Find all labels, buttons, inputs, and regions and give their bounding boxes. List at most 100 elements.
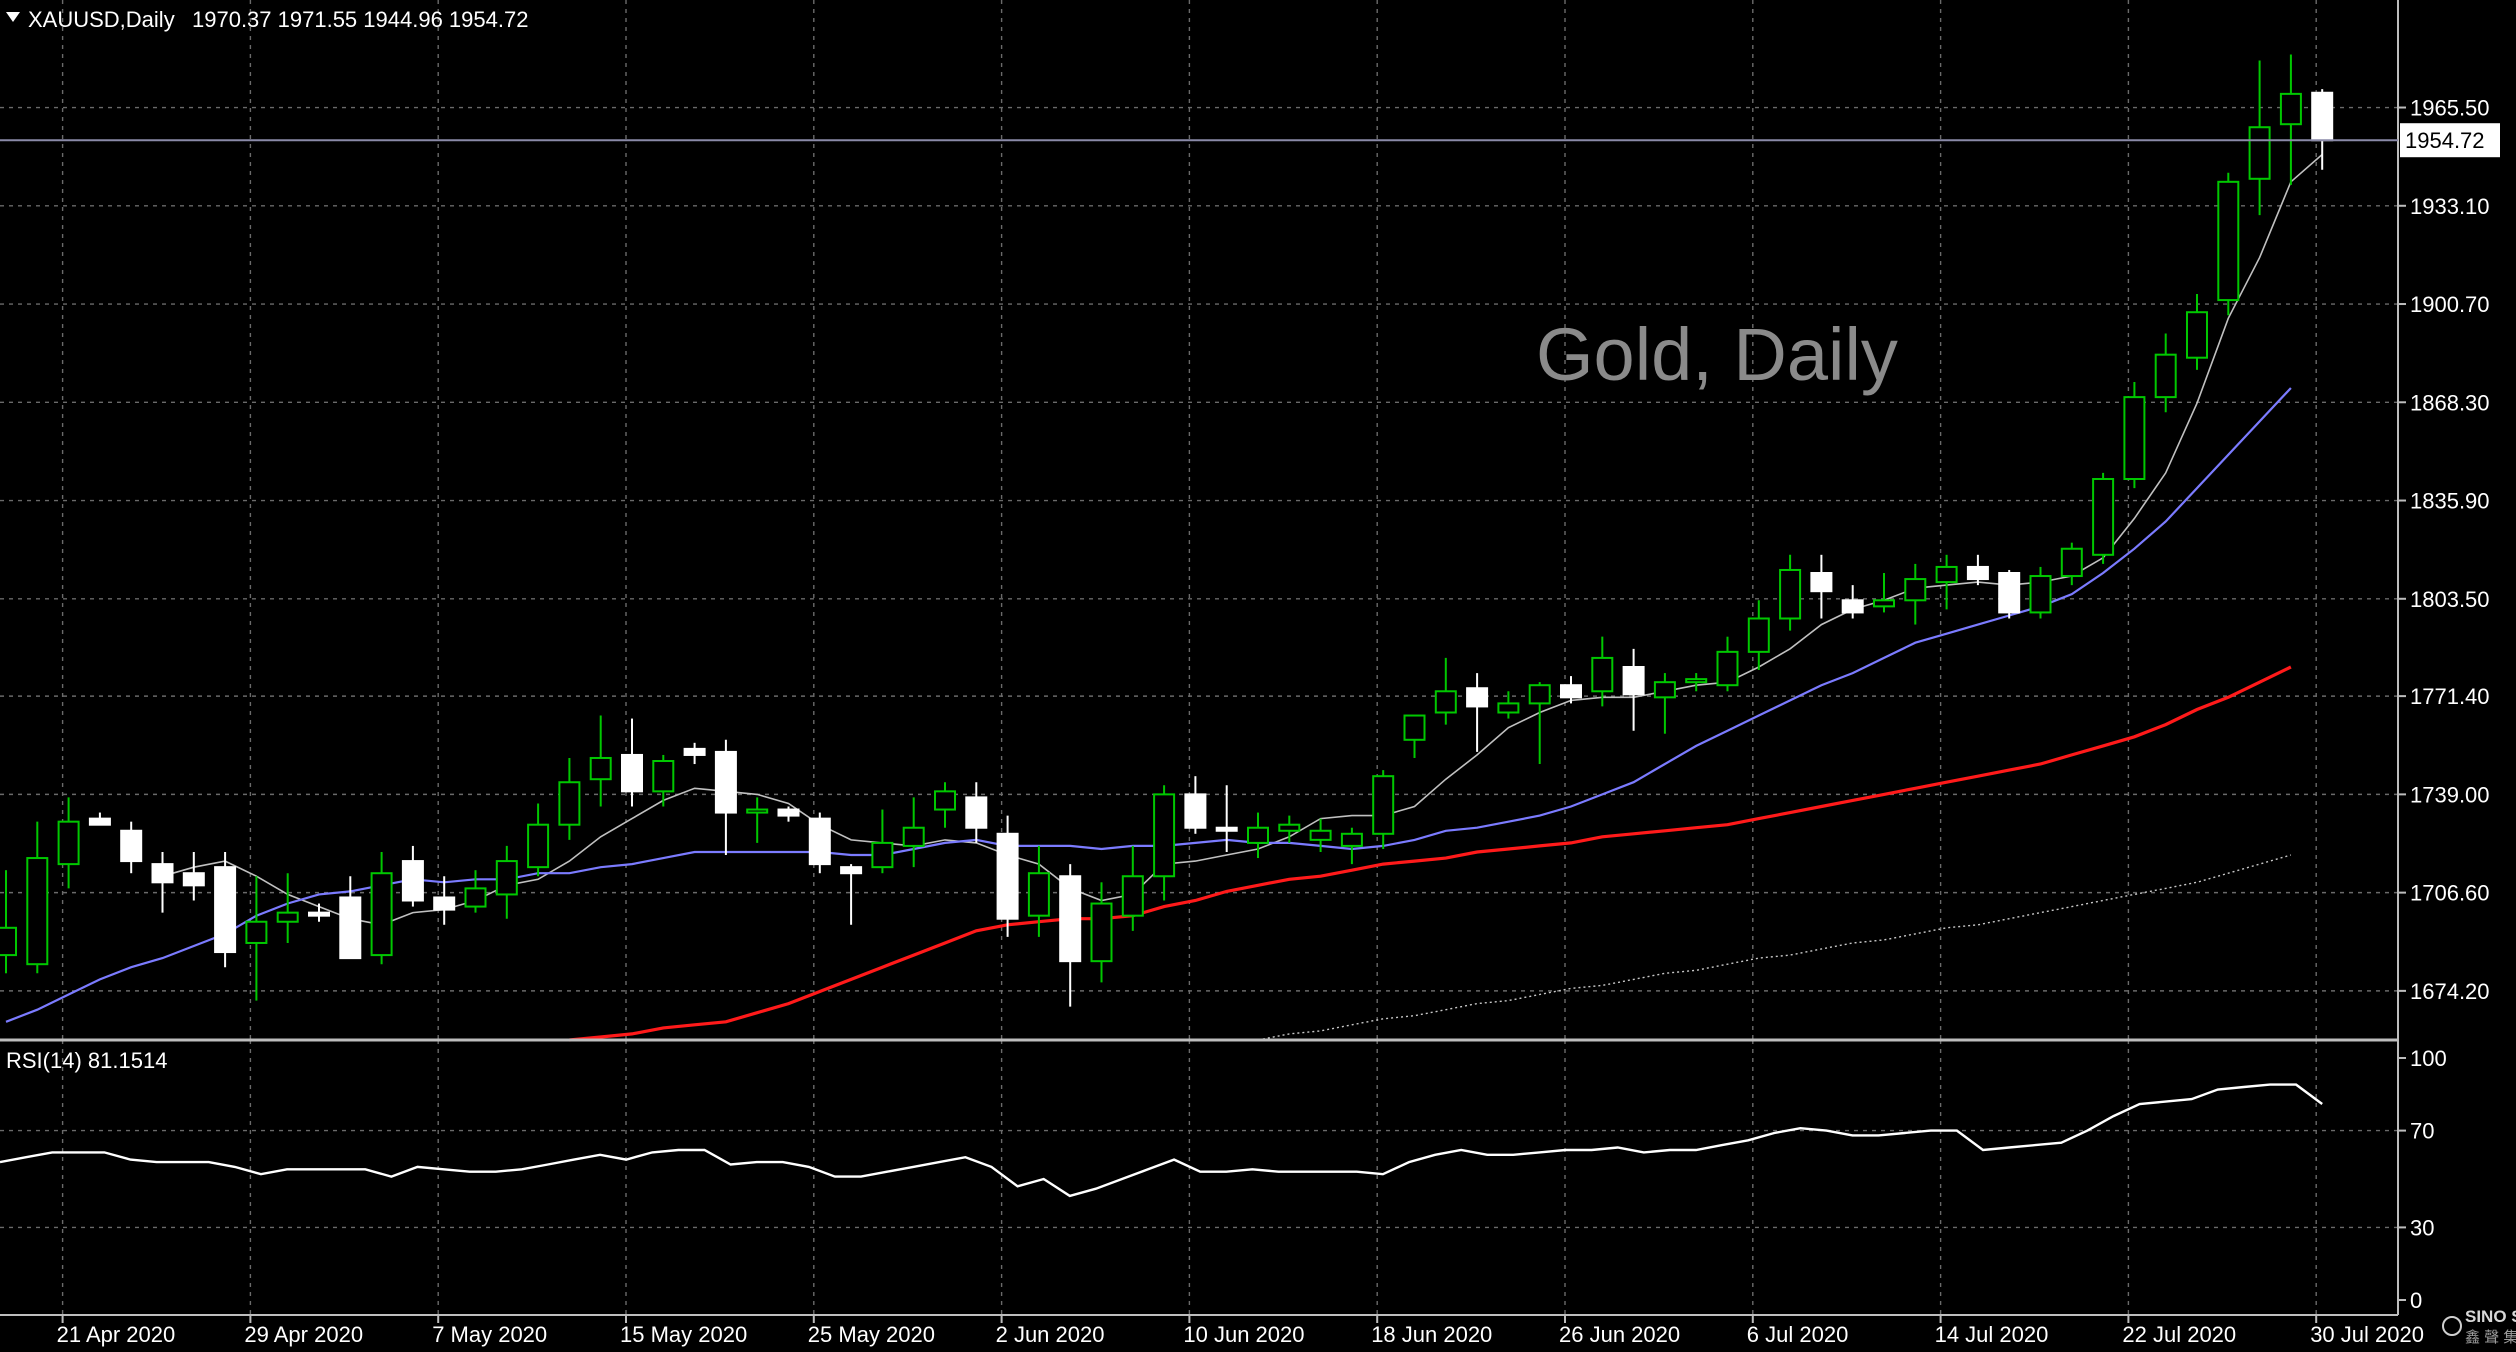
candle-body-bull — [2186, 311, 2208, 359]
ma-slow-line — [569, 665, 2292, 1042]
caret-down-icon[interactable] — [6, 12, 20, 22]
candle[interactable] — [1904, 563, 1927, 625]
candle[interactable] — [1810, 554, 1833, 619]
candle[interactable] — [1340, 827, 1363, 865]
candle-body-bull — [1779, 568, 1802, 620]
candle[interactable] — [2060, 542, 2083, 586]
current-price-marker: 1954.72 — [2400, 123, 2500, 158]
candle[interactable] — [1747, 600, 1770, 671]
candle[interactable] — [1685, 673, 1708, 692]
candle[interactable] — [996, 815, 1019, 937]
candle[interactable] — [1278, 815, 1301, 843]
candle[interactable] — [1027, 845, 1050, 937]
candle[interactable] — [2123, 381, 2146, 489]
candle[interactable] — [1121, 845, 1144, 931]
candle[interactable] — [0, 870, 17, 974]
candle[interactable] — [339, 876, 362, 960]
candle[interactable] — [2092, 472, 2115, 564]
candle[interactable] — [1966, 554, 1989, 586]
candle[interactable] — [1372, 770, 1395, 849]
date-tick-label: 25 May 2020 — [808, 1322, 935, 1347]
candle[interactable] — [26, 821, 49, 974]
candle[interactable] — [245, 876, 268, 1001]
candle[interactable] — [1215, 785, 1238, 852]
candle[interactable] — [558, 757, 581, 840]
candle[interactable] — [1622, 648, 1645, 731]
candle-body-bull — [2248, 126, 2271, 180]
candle[interactable] — [2279, 54, 2302, 185]
candle-body-bear — [433, 896, 456, 911]
candle-body-bull — [1434, 690, 1457, 714]
candle[interactable] — [1403, 714, 1426, 758]
candle[interactable] — [777, 806, 800, 822]
candle-body-bull — [1403, 714, 1426, 741]
candle[interactable] — [433, 876, 456, 925]
candle-body-bear — [714, 750, 737, 814]
candle[interactable] — [965, 782, 988, 843]
candle[interactable] — [808, 812, 831, 874]
price-tick-label: 1965.50 — [2410, 96, 2490, 121]
candle[interactable] — [1309, 818, 1332, 852]
candle-body-bull — [2154, 353, 2177, 399]
rsi-tick-label: 100 — [2410, 1046, 2447, 1071]
candle[interactable] — [2186, 294, 2208, 370]
candle[interactable] — [1059, 864, 1082, 1007]
candle[interactable] — [871, 809, 894, 874]
candle[interactable] — [1935, 554, 1958, 610]
candle[interactable] — [2217, 172, 2240, 316]
candle[interactable] — [1716, 636, 1739, 692]
rsi-axis[interactable]: 0 30 70 100 — [2398, 1046, 2447, 1313]
candle[interactable] — [1153, 785, 1176, 901]
candle[interactable] — [621, 718, 643, 807]
rsi-series — [0, 1083, 2323, 1198]
candle[interactable] — [214, 851, 237, 968]
date-tick-label: 6 Jul 2020 — [1747, 1322, 1849, 1347]
candle[interactable] — [1841, 585, 1864, 619]
candle[interactable] — [2311, 89, 2334, 170]
candle[interactable] — [1873, 573, 1895, 613]
candle[interactable] — [840, 864, 863, 925]
candle[interactable] — [1591, 636, 1614, 707]
candle[interactable] — [902, 797, 925, 868]
candle-body-bull — [1497, 702, 1520, 714]
candle[interactable] — [120, 821, 143, 874]
candle[interactable] — [1434, 657, 1457, 725]
candle[interactable] — [495, 845, 518, 919]
candle[interactable] — [370, 851, 393, 965]
candle[interactable] — [527, 803, 550, 877]
candle[interactable] — [57, 797, 80, 889]
candle[interactable] — [308, 903, 330, 922]
candle[interactable] — [652, 754, 675, 807]
candle[interactable] — [1090, 882, 1113, 983]
candle-body-bull — [2279, 92, 2302, 126]
candle[interactable] — [1184, 776, 1207, 834]
candle[interactable] — [276, 873, 299, 943]
candle[interactable] — [1528, 682, 1551, 765]
candle[interactable] — [746, 797, 769, 843]
candle[interactable] — [2154, 333, 2177, 413]
candle[interactable] — [683, 742, 706, 765]
candle-body-bull — [1873, 599, 1895, 608]
candle[interactable] — [2029, 566, 2052, 619]
candle[interactable] — [1247, 812, 1269, 859]
candle[interactable] — [1779, 554, 1802, 631]
candle[interactable] — [714, 739, 737, 856]
candle[interactable] — [1653, 673, 1676, 734]
candle[interactable] — [934, 782, 956, 828]
candle[interactable] — [464, 870, 487, 913]
candle[interactable] — [1560, 676, 1582, 704]
candle[interactable] — [1466, 673, 1489, 752]
candle[interactable] — [182, 851, 205, 901]
candle[interactable] — [88, 812, 111, 826]
price-axis[interactable]: 1674.20 1706.60 1739.00 1771.40 1803.50 1835.… — [2398, 96, 2490, 1004]
candlestick-series[interactable] — [0, 54, 2334, 1007]
candle[interactable] — [1998, 569, 2021, 619]
candle[interactable] — [1497, 691, 1520, 719]
symbol-timeframe-label: XAUUSD,Daily — [28, 7, 175, 32]
candle[interactable] — [589, 715, 612, 807]
candle[interactable] — [401, 845, 424, 907]
candle[interactable] — [151, 851, 174, 913]
time-axis[interactable]: 21 Apr 2020 29 Apr 2020 7 May 2020 15 May 2… — [57, 1315, 2424, 1347]
chart-header: XAUUSD,Daily 1970.37 1971.55 1944.96 195… — [6, 7, 528, 32]
